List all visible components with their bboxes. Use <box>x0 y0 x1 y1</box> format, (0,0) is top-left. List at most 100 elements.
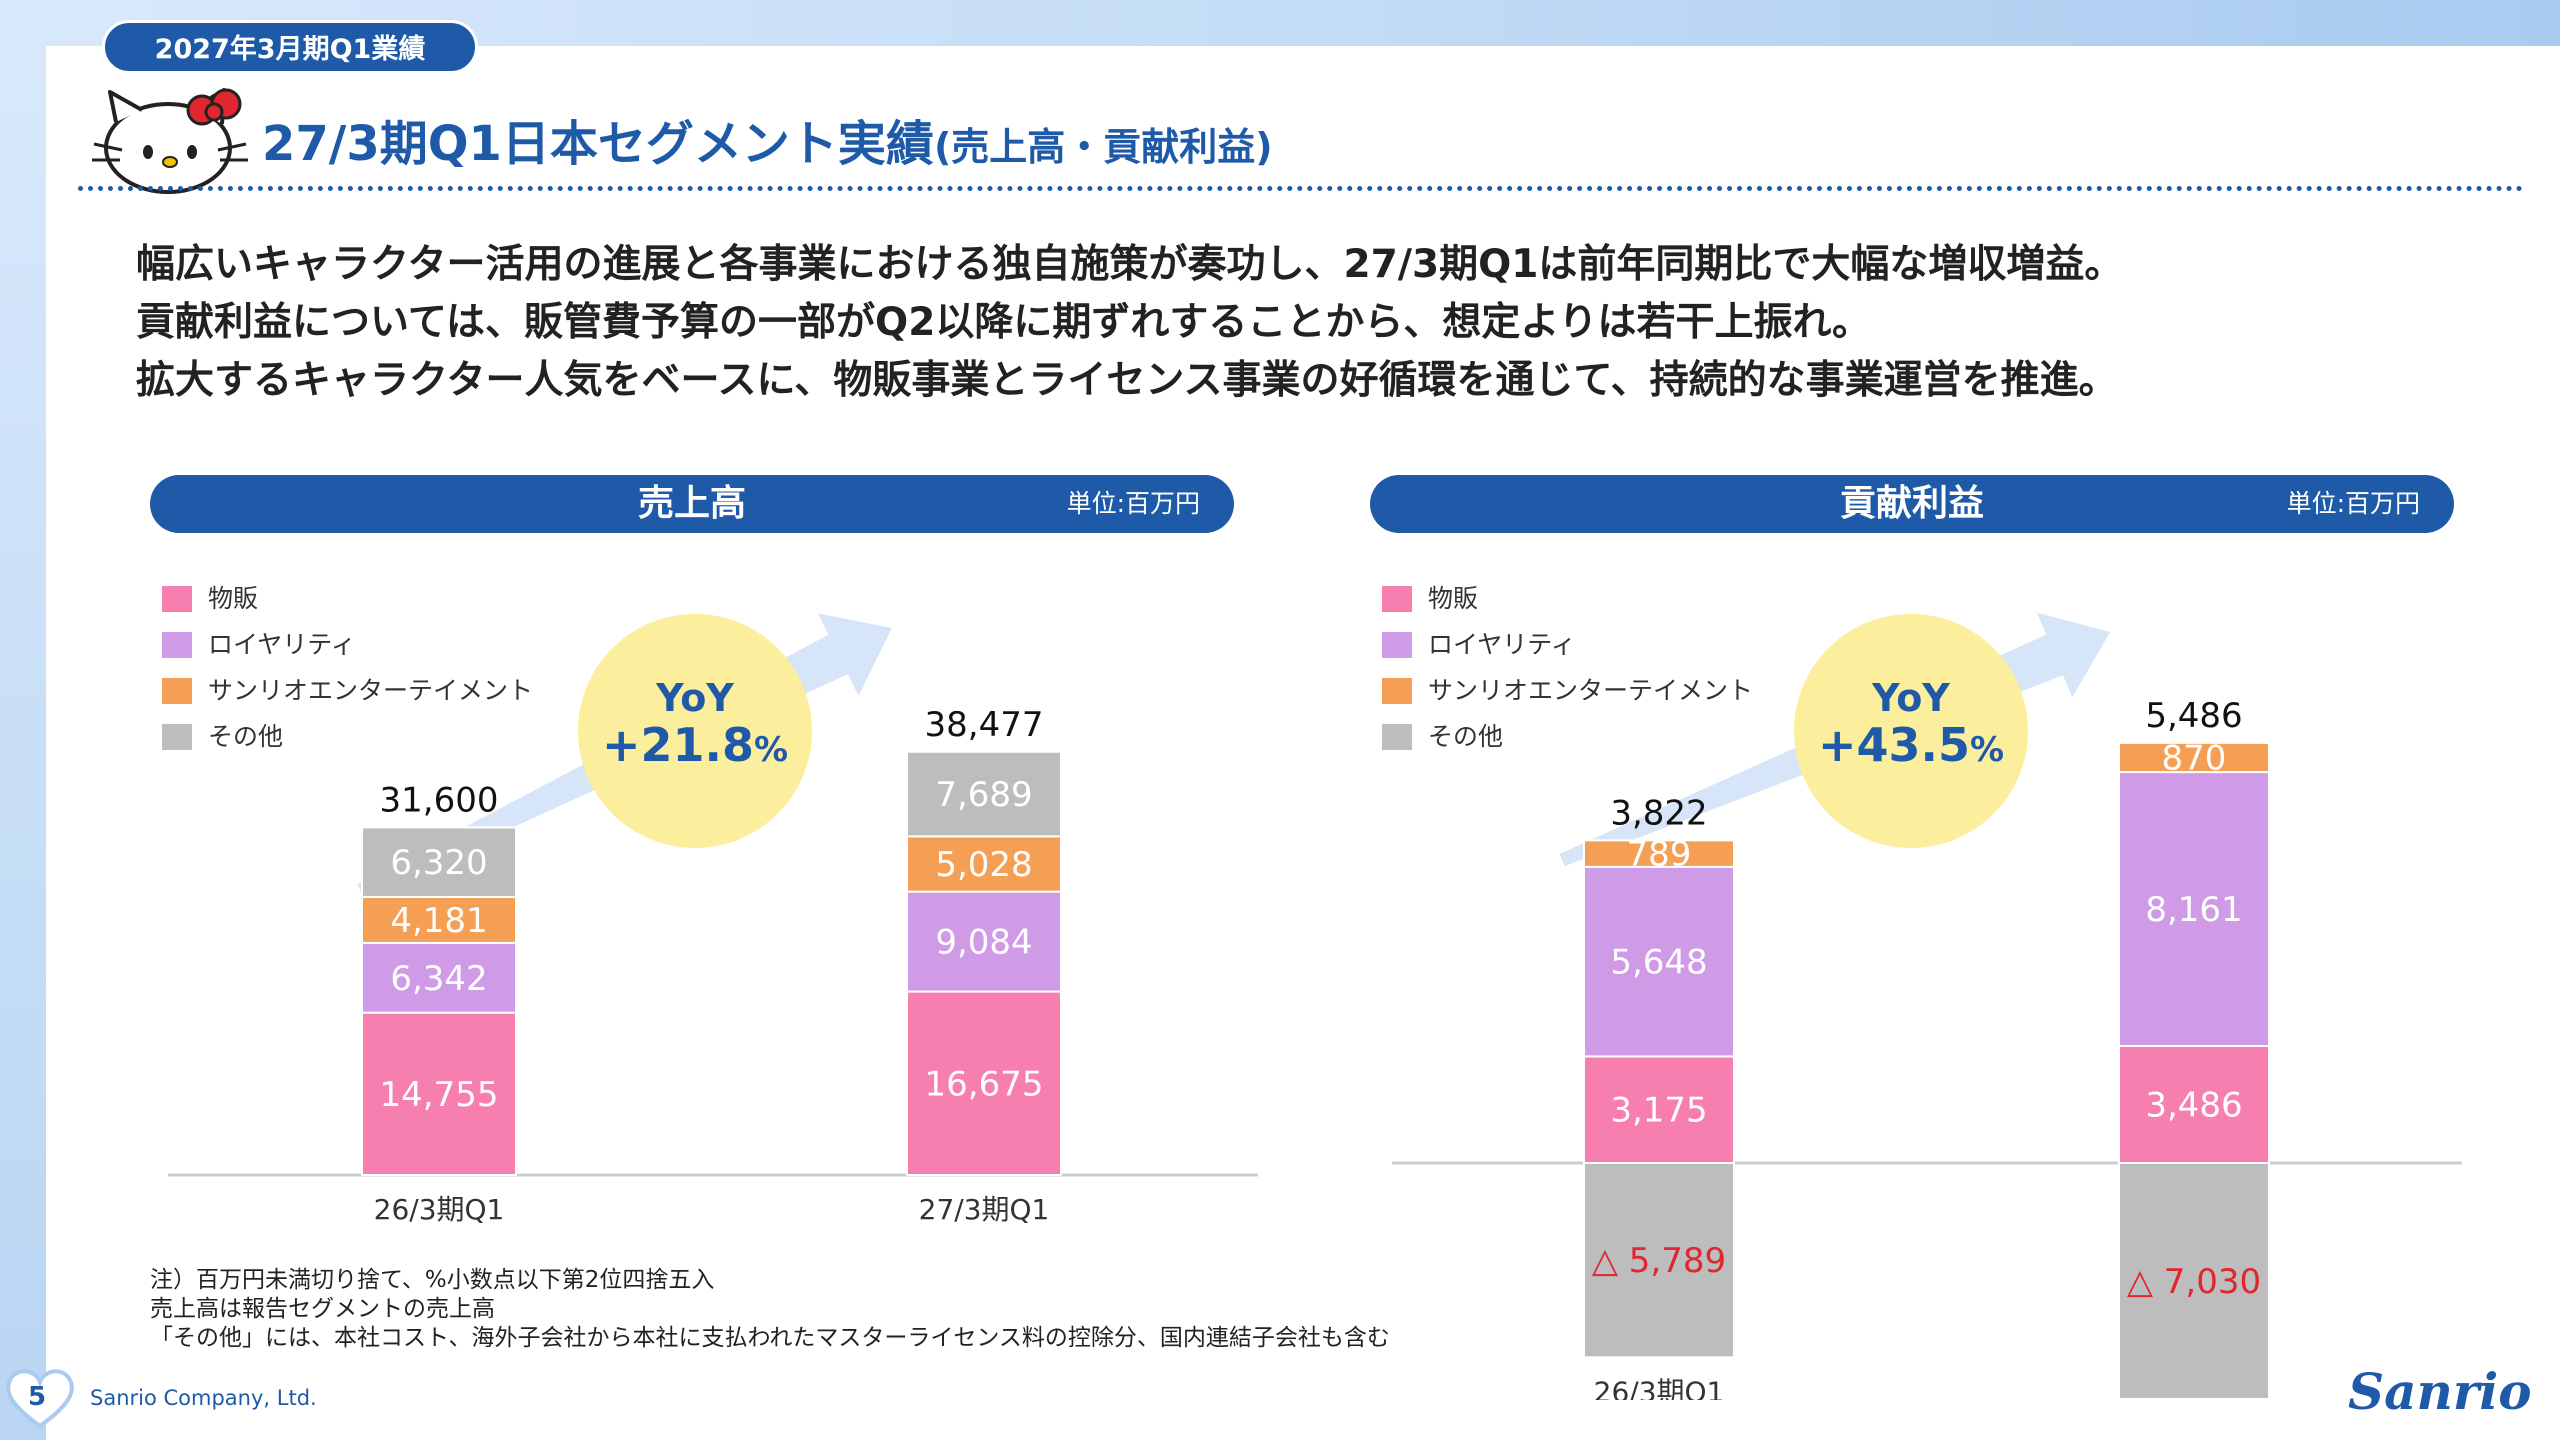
profit-yoy-label: YoY <box>1872 676 1950 720</box>
summary-line: 拡大するキャラクター人気をベースに、物販事業とライセンス事業の好循環を通じて、持… <box>136 358 2118 403</box>
sanrio-logo: Sanrio <box>2348 1362 2532 1421</box>
bar-segment <box>1583 1162 1735 1359</box>
legend-item: ロイヤリティ <box>162 622 533 668</box>
heart-icon <box>6 1369 74 1429</box>
profit-panel-unit: 単位:百万円 <box>2286 489 2420 518</box>
bar-segment <box>2118 1162 2270 1400</box>
total-label: 38,477 <box>925 705 1044 745</box>
x-tick-label: 26/3期Q1 <box>374 1193 505 1226</box>
legend-label: ロイヤリティ <box>208 630 356 659</box>
page-title-main: 27/3期Q1日本セグメント実績 <box>262 116 934 172</box>
data-label: 5,648 <box>1610 943 1707 983</box>
bar-segment <box>906 890 1062 993</box>
bar-segment <box>361 1011 517 1176</box>
profit-panel-header: 貢献利益 単位:百万円 <box>1370 475 2454 533</box>
data-label: 5,028 <box>935 845 1032 885</box>
company-name: Sanrio Company, Ltd. <box>90 1386 317 1410</box>
data-label: 6,320 <box>390 843 487 883</box>
legend-swatch <box>1382 586 1412 612</box>
bar-segment <box>361 941 517 1014</box>
period-label: 2027年3月期Q1業績 <box>102 20 478 74</box>
sales-panel-unit: 単位:百万円 <box>1066 489 1200 518</box>
bar-segment <box>361 895 517 944</box>
bar-segment <box>906 835 1062 893</box>
legend-item: その他 <box>1382 714 1753 760</box>
legend-item: 物販 <box>162 576 533 622</box>
data-label: △ 7,030 <box>2127 1262 2261 1302</box>
bar-segment <box>1583 865 1735 1058</box>
page-title-sub: (売上高・貢献利益) <box>933 125 1273 169</box>
data-label: 16,675 <box>925 1064 1044 1104</box>
data-label: 6,342 <box>390 959 487 999</box>
legend-swatch <box>1382 724 1412 750</box>
legend-swatch <box>1382 678 1412 704</box>
legend-label: サンリオエンターテイメント <box>1428 676 1754 705</box>
legend-item: サンリオエンターテイメント <box>1382 668 1753 714</box>
data-label: 789 <box>1627 835 1692 875</box>
legend-label: その他 <box>1428 722 1504 751</box>
bar-segment <box>906 990 1062 1177</box>
profit-yoy-number: +43.5 <box>1817 718 1970 772</box>
footnote: 売上高は報告セグメントの売上高 <box>150 1296 495 1322</box>
data-label: △ 5,789 <box>1592 1241 1726 1281</box>
footnotes: 注）百万円未満切り捨て、%小数点以下第2位四捨五入 売上高は報告セグメントの売上… <box>150 1266 1390 1353</box>
legend-label: その他 <box>208 722 284 751</box>
data-label: 14,755 <box>380 1075 499 1115</box>
page-title: 27/3期Q1日本セグメント実績(売上高・貢献利益) <box>262 104 1273 174</box>
legend-swatch <box>162 678 192 704</box>
x-tick-label: 26/3期Q1 <box>1594 1375 1725 1400</box>
sales-yoy-label: YoY <box>656 676 734 720</box>
title-divider <box>78 186 2524 191</box>
summary-line: 貢献利益については、販管費予算の一部がQ2以降に期ずれすることから、想定よりは若… <box>136 300 1871 345</box>
total-label: 3,822 <box>1610 793 1707 833</box>
data-label: 3,175 <box>1610 1091 1707 1131</box>
summary-line: 幅広いキャラクター活用の進展と各事業における独自施策が奏功し、27/3期Q1は前… <box>136 242 2124 287</box>
sales-yoy-number: +21.8 <box>601 718 754 772</box>
sales-yoy-value: +21.8% <box>578 718 812 772</box>
profit-yoy-value: +43.5% <box>1794 718 2028 772</box>
bar-segment <box>1583 839 1735 868</box>
profit-panel-title: 貢献利益 <box>1839 483 1984 524</box>
legend-item: 物販 <box>1382 576 1753 622</box>
legend-label: 物販 <box>1428 584 1479 613</box>
data-label: 3,486 <box>2145 1085 2242 1125</box>
sales-yoy-badge: YoY +21.8% <box>578 614 812 848</box>
legend-label: 物販 <box>208 584 259 613</box>
legend-label: サンリオエンターテイメント <box>208 676 534 705</box>
legend-swatch <box>162 724 192 750</box>
summary-text: 幅広いキャラクター活用の進展と各事業における独自施策が奏功し、27/3期Q1は前… <box>136 236 2516 410</box>
data-label: 8,161 <box>2145 890 2242 930</box>
legend-swatch <box>1382 632 1412 658</box>
sales-yoy-pct: % <box>753 730 789 770</box>
data-label: 9,084 <box>935 923 1032 963</box>
legend-swatch <box>162 586 192 612</box>
profit-yoy-pct: % <box>1969 730 2005 770</box>
sales-panel-header: 売上高 単位:百万円 <box>150 475 1234 533</box>
data-label: 4,181 <box>390 901 487 941</box>
bar-segment <box>2118 1044 2270 1165</box>
left-band <box>0 0 46 1440</box>
bar-segment <box>2118 741 2270 774</box>
total-label: 5,486 <box>2145 696 2242 736</box>
sales-panel-title: 売上高 <box>637 483 746 524</box>
hello-kitty-icon <box>92 88 248 194</box>
footnote: 注）百万円未満切り捨て、%小数点以下第2位四捨五入 <box>150 1267 715 1293</box>
data-label: 7,689 <box>935 775 1032 815</box>
x-tick-label: 27/3期Q1 <box>919 1193 1050 1226</box>
bar-segment <box>1583 1055 1735 1164</box>
data-label: 870 <box>2162 738 2227 778</box>
legend-item: サンリオエンターテイメント <box>162 668 533 714</box>
page-number: 5 <box>28 1382 47 1412</box>
total-label: 31,600 <box>380 780 499 820</box>
sales-legend: 物販 ロイヤリティ サンリオエンターテイメント その他 <box>162 576 533 760</box>
bar-segment <box>361 826 517 898</box>
legend-swatch <box>162 632 192 658</box>
legend-item: その他 <box>162 714 533 760</box>
profit-yoy-badge: YoY +43.5% <box>1794 614 2028 848</box>
bar-segment <box>906 750 1062 838</box>
bar-segment <box>2118 771 2270 1047</box>
legend-item: ロイヤリティ <box>1382 622 1753 668</box>
profit-legend: 物販 ロイヤリティ サンリオエンターテイメント その他 <box>1382 576 1753 760</box>
footnote: 「その他」には、本社コスト、海外子会社から本社に支払われたマスターライセンス料の… <box>150 1325 1390 1351</box>
legend-label: ロイヤリティ <box>1428 630 1576 659</box>
